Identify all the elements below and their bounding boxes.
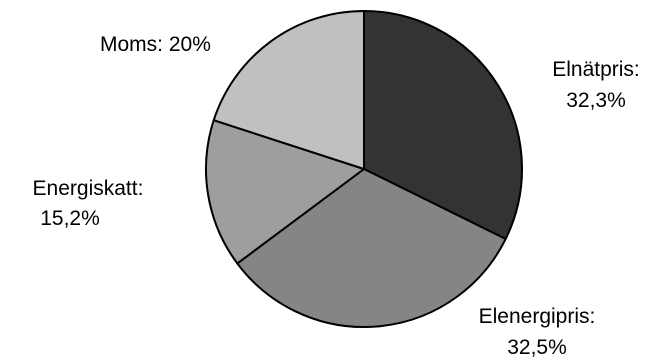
- pie-slice-eln-tpris: [363, 10, 524, 240]
- label-elenergipris-name: Elenergipris:: [479, 305, 596, 328]
- label-elnatpris-percent: 32,3%: [566, 89, 626, 112]
- pie-slice-moms: [212, 10, 365, 170]
- label-energiskatt-name: Energiskatt:: [33, 177, 144, 200]
- label-elnatpris-name: Elnätpris:: [552, 58, 640, 81]
- pie-slice-elenergipris: [236, 168, 507, 328]
- label-elenergipris-percent: 32,5%: [507, 336, 567, 359]
- label-energiskatt-percent: 15,2%: [40, 207, 100, 230]
- label-moms: Moms: 20%: [100, 33, 211, 56]
- pie-slice-energiskatt: [204, 119, 365, 265]
- pie-slices: [204, 10, 524, 328]
